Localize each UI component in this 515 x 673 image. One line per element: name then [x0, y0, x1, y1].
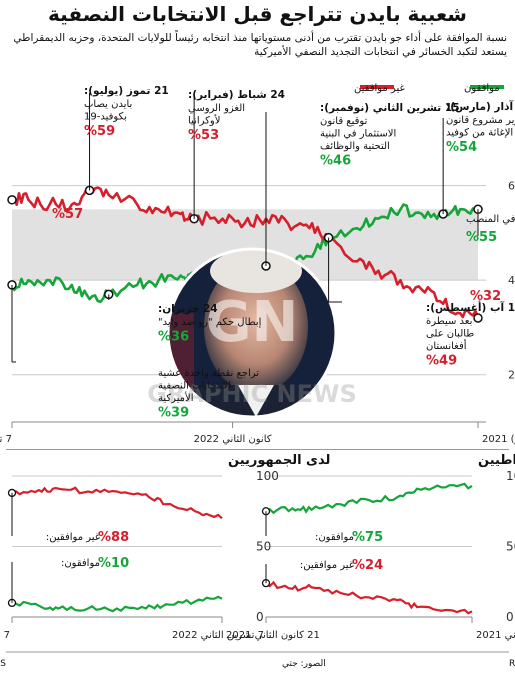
- page-title: شعبية بايدن تتراجع قبل الانتخابات النصفي…: [48, 2, 467, 26]
- annotation-nov-15-body: توقيع قانون: [320, 116, 368, 127]
- small-x-tick-label: 21 كانون الثاني 2021: [476, 630, 515, 641]
- photo-face: [204, 261, 308, 393]
- annotation-jul-21-value: %59: [84, 124, 115, 139]
- small-label-disapprove-name: غير موافقين:: [300, 560, 354, 571]
- small-x-tick-label: 7 تشرين الثاني 2022: [172, 630, 264, 641]
- small-label-approve-value: %10: [98, 556, 129, 571]
- photo-hair: [210, 249, 302, 293]
- annotation-nov-15-body: التحتية والوظائف: [320, 141, 390, 152]
- legend-disapprove-label: غير موافقين: [354, 83, 405, 94]
- small-series-disapprove-line: [265, 580, 473, 615]
- small-chart-title-republicans: لدى الجمهوريين: [228, 453, 330, 468]
- small-series-approve-line: [265, 482, 473, 515]
- annotation-jun-24-body: إبطال حكم "رو ضد وايد": [158, 317, 262, 328]
- annotation-aug-19-head: 19 آب (أغسطس):: [426, 300, 515, 314]
- annotation-jan-21-body: اليوم الأول في المنصب: [466, 212, 515, 225]
- annotation-nov-15-value: %46: [320, 154, 351, 169]
- small-y-tick-label: 50: [256, 540, 271, 554]
- small-label-approve-value: %75: [352, 530, 383, 545]
- annotation-aug-19-body: أفغانستان: [426, 339, 467, 352]
- annotation-nov-15-head: 15 تشرين الثاني (نوفمبر):: [320, 102, 460, 114]
- annotation-aug-19-body: طالبان على: [426, 329, 474, 340]
- main-x-tick-label: كانون الثاني 2022: [194, 434, 272, 445]
- annotation-nov-07-body: الأميركية: [158, 391, 194, 404]
- annotation-feb-24-body: الغزو الروسي: [188, 103, 245, 114]
- annotation-aug-19-value: %49: [426, 354, 457, 369]
- main-chart: 20 40 60 21 كانون الثاني (يناير) 2021 كانون …: [0, 180, 515, 445]
- annotation-nov-07-body: الانتخابات النصفية: [158, 381, 231, 392]
- annotation-mar-11-value: %54: [446, 140, 477, 155]
- small-y-tick-label: 50: [506, 540, 515, 554]
- small-label-disapprove-name: غير موافقين:: [46, 532, 100, 543]
- main-y-tick-label: 20: [508, 369, 515, 382]
- annotation-jun-24-value: %36: [158, 330, 189, 345]
- small-label-approve-name: موافقون:: [315, 532, 354, 543]
- annotation-jun-24-head: 24 حزيران:: [158, 303, 218, 315]
- annotation-jul-21-body: بايدن يصاب: [84, 99, 132, 110]
- footer-brand: GRAPHIC NEWS جرافيك نيوز: [0, 659, 6, 669]
- small-chart-democrats: لدى الديمقراطيين 0 50 100 21 كانون الثاني 20…: [172, 453, 515, 641]
- photo-frame: [166, 247, 338, 419]
- marker-nov-07-disapprove: [7, 195, 17, 205]
- photo-watermark-logo: GN: [206, 290, 299, 355]
- biden-photo: [168, 249, 336, 417]
- small-x-tick-label: 7 تشرين الثاني 2022: [0, 630, 10, 641]
- marker-jan-21-disapprove: [473, 313, 483, 323]
- main-x-tick-label: 7 تشرين الثاني 2022: [0, 434, 12, 445]
- small-label-approve-name: موافقون:: [61, 558, 100, 569]
- small-y-tick-label: 100: [506, 469, 515, 483]
- page-subtitle: نسبة الموافقة على أداء جو بايدن تقترب من…: [13, 32, 507, 58]
- annotation-jul-21-head: 21 تموز (يوليو):: [84, 85, 169, 97]
- footer-source: المصدر: Reuters: [509, 659, 515, 669]
- main-series-disapprove-line: [11, 186, 480, 319]
- end-label-disapprove-final: %57: [52, 207, 83, 222]
- small-y-tick-label: 100: [256, 469, 279, 483]
- small-chart-title-democrats: لدى الديمقراطيين: [478, 453, 515, 468]
- footer-photo-credit: الصور: جتي: [282, 659, 326, 669]
- end-label-disapprove-start: %32: [470, 289, 501, 304]
- main-y-tick-label: 40: [508, 274, 515, 287]
- annotation-jul-21-body: بكوفيد-19: [84, 112, 127, 123]
- small-x-tick-label: 21 كانون الثاني 2021: [226, 630, 320, 641]
- small-series-approve-line: [11, 595, 223, 613]
- main-y-tick-label: 60: [508, 180, 515, 193]
- annotation-mar-11-body: الإغاثة من كوفيد: [446, 128, 513, 139]
- photo-watermark-text: GRAPHIC NEWS: [147, 380, 357, 408]
- annotation-mar-11-head: 11 آذار (مارس):: [446, 100, 515, 113]
- annotation-aug-19-body: بعد سيطرة: [426, 316, 472, 327]
- legend-approve-label: موافقون: [464, 83, 500, 94]
- main-x-tick-label: 21 كانون الثاني (يناير) 2021: [482, 434, 515, 445]
- annotation-nov-07-body: تراجع نقطة واحدة عشية: [158, 368, 259, 379]
- annotation-jan-21-value: %55: [466, 230, 497, 245]
- annotation-feb-24-body: لأوكرانيا: [188, 114, 220, 127]
- small-y-tick-label: 0: [256, 610, 264, 624]
- annotation-feb-24-head: 24 شباط (فبراير):: [188, 89, 285, 101]
- small-label-disapprove-value: %88: [98, 530, 129, 545]
- small-series-disapprove-line: [11, 486, 223, 520]
- header-divider: [6, 449, 509, 450]
- photo-shirt: [238, 385, 274, 417]
- annotation-mar-11-body: تمرير مشروع قانون: [446, 115, 515, 126]
- annotation-feb-24-value: %53: [188, 128, 219, 143]
- annotation-nov-07-value: %39: [158, 406, 189, 421]
- small-label-disapprove-value: %24: [352, 558, 383, 573]
- annotation-nov-15-body: الاستثمار في البنية: [320, 129, 396, 140]
- small-y-tick-label: 0: [506, 610, 514, 624]
- small-chart-republicans: لدى الجمهوريين 0 50 100 21 كانون الثاني 2021…: [0, 453, 330, 641]
